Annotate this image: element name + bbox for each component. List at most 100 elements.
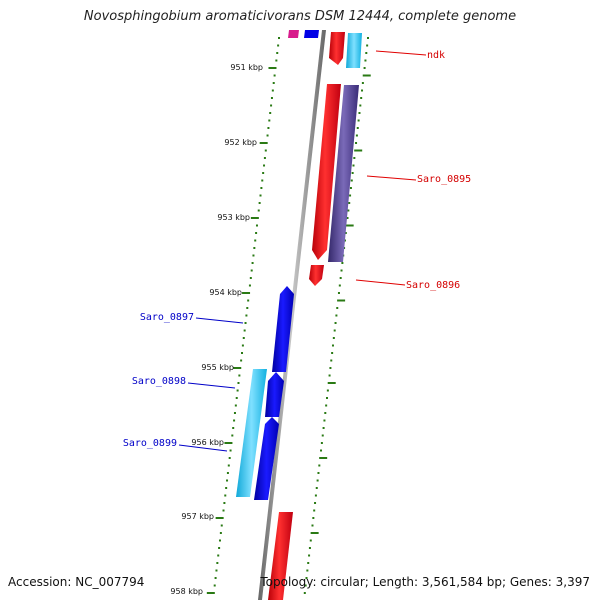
gene-label-saro-0897[interactable]: Saro_0897 bbox=[140, 312, 194, 323]
minor-tick bbox=[271, 89, 274, 92]
gene-label-saro-0898[interactable]: Saro_0898 bbox=[132, 376, 186, 387]
minor-tick bbox=[366, 44, 369, 47]
gene-saro-0896-bar[interactable] bbox=[309, 265, 324, 286]
minor-tick bbox=[328, 374, 331, 377]
minor-tick bbox=[262, 172, 265, 174]
gene-ndk-bar[interactable] bbox=[329, 32, 345, 65]
minor-tick bbox=[335, 314, 338, 317]
minor-tick bbox=[218, 539, 221, 542]
gene-saro-0899-bar[interactable] bbox=[254, 417, 279, 500]
major-tick bbox=[345, 224, 354, 227]
major-tick bbox=[268, 67, 277, 69]
minor-tick bbox=[242, 337, 245, 339]
gene-ndk-cyan[interactable] bbox=[346, 33, 362, 68]
gene-label-saro-0896[interactable]: Saro_0896 bbox=[406, 280, 460, 291]
minor-tick bbox=[357, 119, 360, 122]
minor-tick bbox=[250, 269, 253, 272]
minor-tick bbox=[338, 284, 341, 287]
minor-tick bbox=[303, 592, 306, 594]
scale-label-955: 955 kbp bbox=[201, 363, 234, 372]
minor-tick bbox=[364, 59, 367, 62]
gene-saro-0898-cyan[interactable] bbox=[236, 369, 267, 497]
major-tick bbox=[310, 532, 319, 534]
minor-tick bbox=[309, 539, 312, 542]
minor-tick bbox=[213, 584, 216, 587]
scale-label-957: 957 kbp bbox=[181, 512, 214, 521]
minor-tick bbox=[355, 134, 358, 137]
minor-tick bbox=[314, 494, 317, 497]
minor-tick bbox=[317, 472, 320, 474]
genome-backbone bbox=[258, 30, 326, 600]
minor-tick bbox=[361, 82, 364, 84]
callout-saro-0895 bbox=[366, 175, 417, 181]
scale-label-956: 956 kbp bbox=[191, 438, 224, 447]
minor-tick bbox=[225, 487, 228, 489]
minor-tick bbox=[243, 329, 246, 332]
minor-tick bbox=[332, 337, 335, 339]
minor-tick bbox=[253, 247, 256, 249]
callout-saro-0899 bbox=[178, 444, 228, 452]
minor-tick bbox=[326, 389, 329, 392]
minor-tick bbox=[307, 562, 310, 564]
gene-saro-0897-bar[interactable] bbox=[272, 286, 294, 372]
minor-tick bbox=[355, 142, 358, 144]
major-tick bbox=[327, 382, 336, 384]
minor-tick bbox=[348, 202, 351, 204]
minor-tick bbox=[326, 397, 329, 399]
minor-tick bbox=[339, 277, 342, 279]
minor-tick bbox=[320, 449, 323, 452]
minor-tick bbox=[308, 554, 311, 557]
gene-bottom-red[interactable] bbox=[268, 512, 293, 600]
minor-tick bbox=[258, 202, 261, 204]
gene-saro-0898-bar[interactable] bbox=[265, 372, 284, 417]
minor-tick bbox=[330, 359, 333, 362]
major-tick bbox=[362, 74, 371, 77]
minor-tick bbox=[241, 352, 244, 354]
minor-tick bbox=[240, 359, 243, 362]
minor-tick bbox=[217, 554, 220, 557]
minor-tick bbox=[248, 284, 251, 287]
major-tick bbox=[259, 142, 268, 144]
minor-tick bbox=[236, 389, 239, 392]
minor-tick bbox=[304, 584, 307, 587]
minor-tick bbox=[331, 352, 334, 354]
minor-tick bbox=[244, 322, 247, 324]
gene-label-saro-0899[interactable]: Saro_0899 bbox=[123, 438, 177, 449]
minor-tick bbox=[233, 419, 236, 422]
minor-tick bbox=[321, 434, 324, 437]
gene-saro-0895-bar[interactable] bbox=[312, 84, 341, 260]
callout-ndk bbox=[375, 50, 427, 56]
minor-tick bbox=[311, 524, 314, 527]
minor-tick bbox=[350, 179, 353, 182]
minor-tick bbox=[235, 397, 238, 399]
major-tick bbox=[224, 442, 233, 444]
callout-saro-0898 bbox=[187, 382, 236, 389]
gene-label-saro-0895[interactable]: Saro_0895 bbox=[417, 174, 471, 185]
callout-saro-0897 bbox=[195, 317, 244, 324]
minor-tick bbox=[315, 487, 318, 489]
minor-tick bbox=[231, 434, 234, 437]
minor-tick bbox=[306, 569, 309, 572]
minor-tick bbox=[214, 577, 217, 579]
minor-tick bbox=[267, 127, 270, 129]
minor-tick bbox=[341, 262, 344, 264]
minor-tick bbox=[367, 37, 369, 39]
major-tick bbox=[242, 292, 251, 294]
map-title: Novosphingobium aromaticivorans DSM 1244… bbox=[83, 9, 517, 24]
major-tick bbox=[233, 367, 242, 369]
minor-tick bbox=[277, 44, 280, 47]
minor-tick bbox=[220, 524, 223, 527]
minor-tick bbox=[252, 254, 255, 257]
minor-tick bbox=[259, 194, 262, 197]
gene-label-ndk[interactable]: ndk bbox=[427, 50, 445, 61]
scale-label-953: 953 kbp bbox=[217, 213, 250, 222]
minor-tick bbox=[346, 217, 349, 219]
minor-tick bbox=[320, 442, 323, 444]
gene-saro-0895-purple[interactable] bbox=[328, 85, 359, 262]
minor-tick bbox=[305, 577, 308, 579]
scale-ticks bbox=[206, 37, 371, 594]
minor-tick bbox=[359, 104, 362, 107]
minor-tick bbox=[308, 547, 311, 549]
minor-tick bbox=[266, 134, 269, 137]
minor-tick bbox=[228, 457, 231, 459]
